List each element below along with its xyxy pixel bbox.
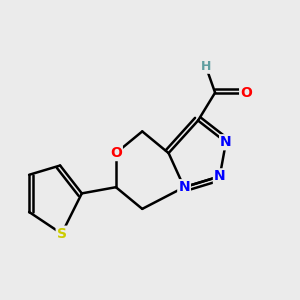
- Text: H: H: [201, 60, 211, 73]
- Text: N: N: [220, 135, 232, 149]
- Text: O: O: [110, 146, 122, 160]
- Text: N: N: [214, 169, 226, 183]
- Text: S: S: [57, 227, 67, 241]
- Text: O: O: [240, 86, 252, 100]
- Text: N: N: [178, 180, 190, 194]
